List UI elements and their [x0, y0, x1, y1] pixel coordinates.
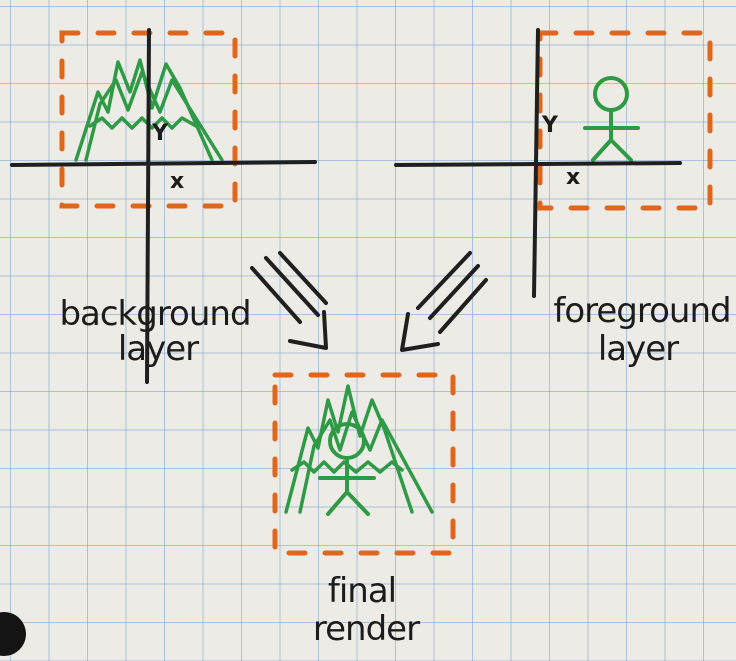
background-layer-panel: Y x background layer [10, 28, 317, 384]
background-x-label: x [170, 169, 184, 194]
foreground-y-label: Y [541, 113, 559, 138]
foreground-y-axis [532, 28, 540, 298]
composited-stick-figure [318, 422, 376, 516]
final-render-panel: final render [272, 372, 456, 649]
foreground-x-axis [394, 161, 682, 167]
composited-mountain [284, 384, 434, 514]
final-label-line2: render [313, 609, 420, 649]
foreground-frame [537, 30, 713, 211]
foreground-label-line1: foreground [553, 291, 730, 331]
background-label-line2: layer [118, 329, 199, 369]
background-label-line1: background [59, 294, 250, 334]
final-frame [272, 372, 456, 556]
final-label-line1: final [328, 571, 396, 611]
background-y-axis [145, 28, 151, 384]
stick-figure [583, 76, 640, 162]
arrow-left-to-final [250, 251, 328, 350]
foreground-label-line2: layer [598, 329, 679, 369]
arrow-right-to-final [400, 251, 488, 352]
foreground-x-label: x [566, 165, 580, 190]
foreground-layer-panel: Y x foreground layer [394, 28, 732, 369]
mountain-drawing [74, 58, 224, 162]
background-x-axis [10, 160, 317, 167]
background-y-label: Y [151, 121, 169, 146]
